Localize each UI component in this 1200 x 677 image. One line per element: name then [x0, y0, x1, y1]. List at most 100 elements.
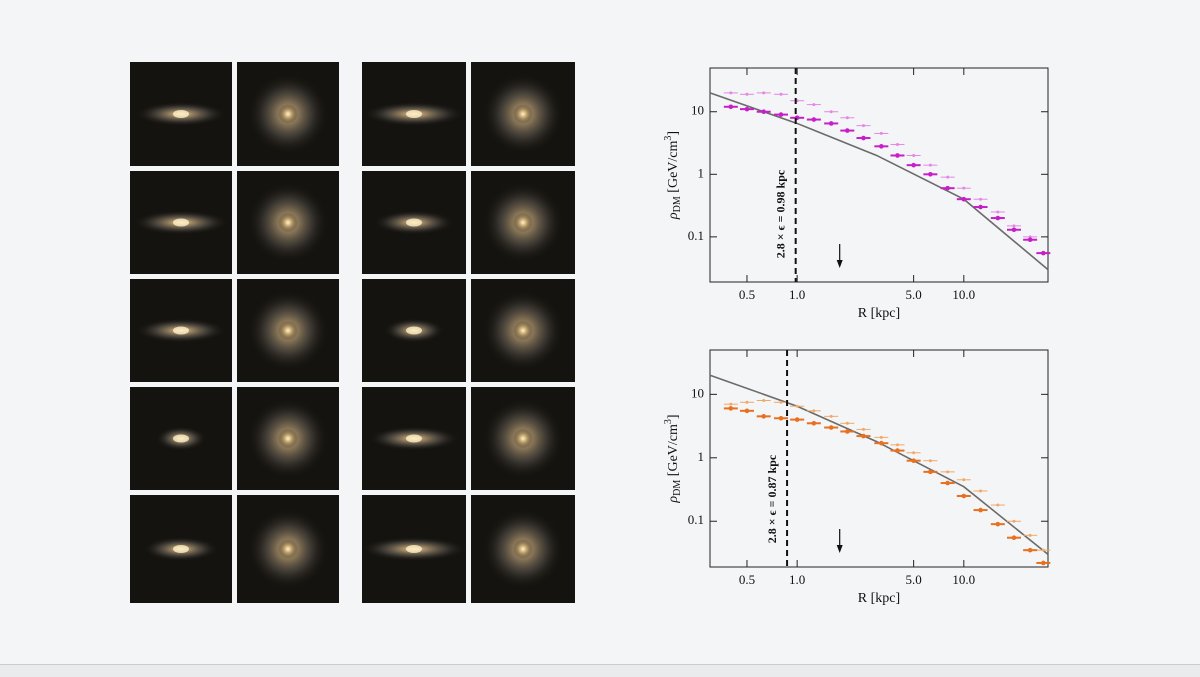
data-point [1036, 250, 1051, 256]
core [513, 212, 533, 233]
data-point [906, 451, 921, 455]
data-point [806, 103, 821, 107]
data-point [906, 162, 921, 168]
data-point [956, 478, 971, 482]
marker [1027, 547, 1033, 553]
marker [1012, 224, 1016, 228]
data-point [723, 104, 738, 110]
marker [996, 210, 1000, 214]
marker [1012, 519, 1016, 523]
galaxy-image [130, 495, 232, 603]
data-point [1006, 227, 1021, 233]
marker [811, 117, 817, 122]
data-point [940, 175, 955, 179]
marker [879, 144, 884, 149]
data-point [940, 185, 955, 191]
data-point [973, 204, 988, 210]
galaxy-image [130, 387, 232, 490]
y-tick-label: 0.1 [688, 512, 704, 527]
y-tick-label: 1 [698, 449, 705, 464]
bulge [173, 110, 189, 118]
marker [794, 417, 800, 422]
data-point [940, 470, 955, 474]
data-point [990, 215, 1005, 221]
data-point [874, 440, 889, 446]
y-label-sup: 3 [663, 419, 674, 424]
data-point [723, 406, 738, 411]
marker [861, 135, 866, 141]
data-point [906, 153, 921, 157]
data-point [890, 448, 905, 453]
data-point [756, 109, 771, 115]
data-point [756, 91, 771, 95]
y-label-sup: 3 [663, 136, 674, 141]
data-point [874, 131, 889, 135]
data-point [840, 116, 855, 120]
galaxy-image [362, 62, 466, 166]
data-point [723, 402, 738, 406]
marker [829, 414, 833, 418]
marker [762, 398, 766, 402]
marker [1011, 535, 1017, 541]
plot-frame [709, 349, 1049, 568]
x-axis-label: R [kpc] [858, 306, 900, 321]
marker [895, 443, 899, 447]
marker [812, 103, 816, 107]
marker [729, 91, 733, 95]
data-point [723, 91, 738, 95]
marker [812, 409, 816, 413]
data-point [990, 210, 1005, 214]
data-point [923, 163, 938, 167]
marker [828, 121, 834, 126]
marker [879, 440, 884, 446]
bulge [173, 218, 189, 227]
data-point [806, 420, 821, 426]
data-point [956, 196, 971, 202]
data-point [1006, 519, 1021, 523]
chart: 0.5 1.0 5.0 10.0 0.1 1 10 R [kpc] ρDM [GeV/cm3] 2… [663, 67, 1051, 321]
marker [829, 110, 833, 114]
marker [845, 421, 849, 425]
data-point [906, 458, 921, 463]
marker [911, 162, 916, 168]
y-label-close: ] [666, 414, 681, 419]
x-tick-label: 1.0 [789, 287, 805, 302]
galaxy-image [130, 171, 232, 274]
core [513, 539, 533, 559]
galaxy-image [237, 171, 339, 274]
data-point [806, 409, 821, 413]
x-tick-label: 5.0 [906, 572, 922, 587]
data-point [956, 493, 971, 499]
data-point [739, 106, 754, 112]
data-point [756, 414, 771, 419]
marker [1041, 250, 1046, 256]
marker [744, 408, 750, 414]
marker [795, 404, 799, 408]
marker [1027, 237, 1033, 243]
y-label-unit: [GeV/cm [666, 424, 681, 480]
data-point [790, 417, 805, 422]
marker [962, 478, 966, 482]
data-point [923, 469, 938, 475]
x-tick-label: 10.0 [952, 572, 975, 587]
threshold-label: 2.8 × ϵ = 0.98 kpc [773, 169, 787, 258]
data-point [756, 398, 771, 402]
data-point [840, 421, 855, 425]
data-point [973, 507, 988, 513]
marker [962, 186, 966, 190]
y-axis-label: ρDM [GeV/cm3] [663, 131, 683, 220]
arrow-head [836, 260, 843, 268]
marker [779, 92, 783, 96]
marker [861, 124, 865, 128]
arrow-head [836, 545, 843, 553]
marker [778, 112, 784, 117]
galaxy-image [362, 279, 466, 382]
bulge [173, 434, 189, 443]
marker [861, 433, 866, 439]
data-point [824, 425, 839, 430]
marker [879, 435, 883, 439]
core [278, 320, 298, 341]
galaxy-image [471, 171, 575, 274]
data-point [1036, 560, 1051, 566]
